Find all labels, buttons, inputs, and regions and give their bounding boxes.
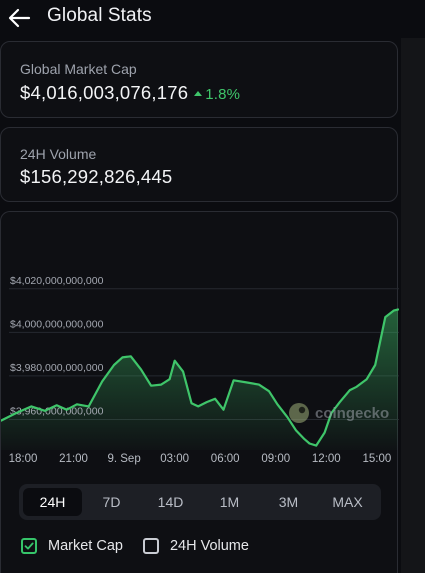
tab-3m[interactable]: 3M <box>278 494 299 510</box>
y-tick-label: $3,960,000,000,000 <box>10 406 104 418</box>
checkbox-checked-icon[interactable] <box>21 538 37 554</box>
arrow-left-icon[interactable] <box>6 6 32 30</box>
x-tick-label: 06:00 <box>211 453 240 465</box>
volume-value: $156,292,826,445 <box>20 166 173 187</box>
x-tick-label: 18:00 <box>9 453 38 465</box>
page-title: Global Stats <box>47 5 152 26</box>
market-cap-value: $4,016,003,076,176 <box>20 82 189 103</box>
tab-7d[interactable]: 7D <box>102 494 121 510</box>
y-tick-label: $4,020,000,000,000 <box>10 275 104 287</box>
market-cap-value-row: $4,016,003,076,176 1.8% <box>20 82 240 104</box>
watermark-text: coingecko <box>315 405 389 422</box>
tab-max[interactable]: MAX <box>332 494 363 510</box>
series-toggles: Market Cap 24H Volume <box>21 538 269 554</box>
market-cap-card: Global Market Cap $4,016,003,076,176 1.8% <box>0 41 398 118</box>
market-cap-change: 1.8% <box>194 86 240 103</box>
tab-14d[interactable]: 14D <box>157 494 184 510</box>
x-tick-label: 15:00 <box>362 453 391 465</box>
x-tick-label: 21:00 <box>59 453 88 465</box>
chart-area <box>1 309 398 450</box>
chart-card: $4,020,000,000,000 $4,000,000,000,000 $3,9… <box>0 211 399 573</box>
y-tick-label: $3,980,000,000,000 <box>10 362 104 374</box>
range-tabs: 24H 7D 14D 1M 3M MAX <box>19 484 381 520</box>
chart-line <box>1 308 399 447</box>
x-tick-label: 09:00 <box>261 453 290 465</box>
checkbox-empty-icon[interactable] <box>142 538 159 554</box>
caret-up-icon <box>194 90 203 96</box>
tab-1m[interactable]: 1M <box>219 494 240 510</box>
coingecko-watermark: coingecko <box>289 403 389 423</box>
toggle-market-cap[interactable]: Market Cap <box>21 538 123 554</box>
toggle-label: Market Cap <box>48 538 123 554</box>
y-tick-label: $4,000,000,000,000 <box>10 318 104 330</box>
header: Global Stats <box>0 0 425 38</box>
x-tick-label: 9. Sep <box>107 453 140 465</box>
tab-24h[interactable]: 24H <box>23 488 82 516</box>
volume-card: 24H Volume $156,292,826,445 <box>0 127 398 202</box>
market-cap-label: Global Market Cap <box>20 61 137 77</box>
toggle-24h-volume[interactable]: 24H Volume <box>142 538 249 554</box>
toggle-label: 24H Volume <box>169 538 249 554</box>
x-tick-label: 03:00 <box>160 453 189 465</box>
volume-label: 24H Volume <box>20 146 97 162</box>
market-cap-change-value: 1.8% <box>205 86 241 103</box>
market-cap-chart[interactable]: $4,020,000,000,000 $4,000,000,000,000 $3,9… <box>1 212 399 573</box>
x-tick-label: 12:00 <box>312 453 341 465</box>
scroll-gutter <box>401 38 425 573</box>
